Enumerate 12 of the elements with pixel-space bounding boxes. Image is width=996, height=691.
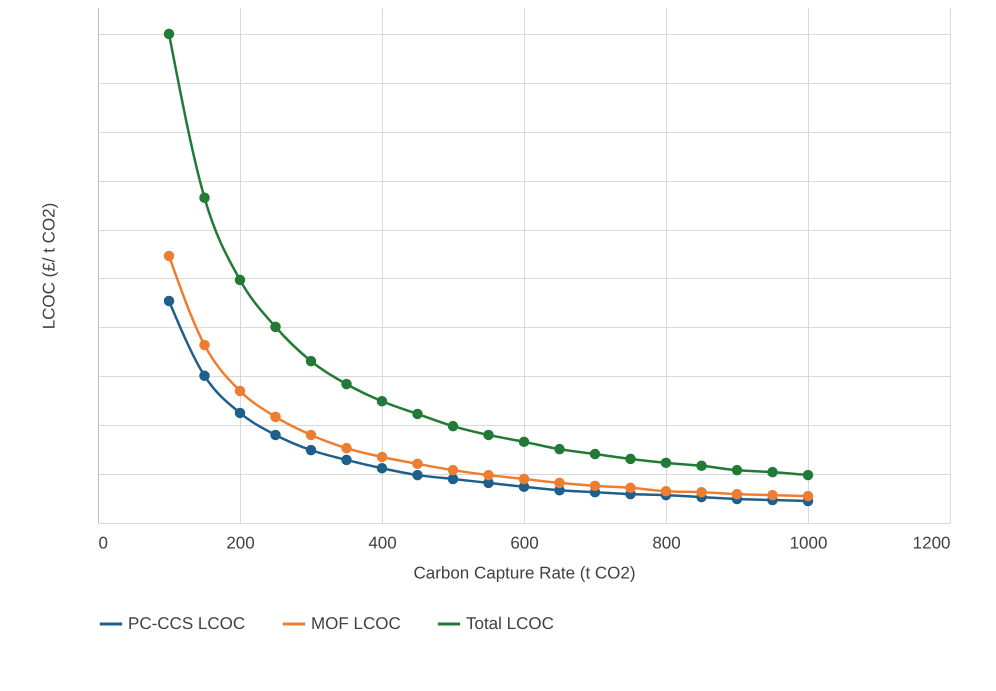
x-tick-label: 200 [226, 534, 255, 552]
x-tick-label: 0 [98, 534, 108, 552]
x-tick-label: 800 [652, 534, 681, 552]
x-tick-label: 600 [510, 534, 539, 552]
x-tick-label: 1200 [912, 534, 950, 552]
x-axis-title: Carbon Capture Rate (t CO2) [413, 564, 636, 582]
legend-label: MOF LCOC [311, 614, 401, 633]
legend-label: PC-CCS LCOC [128, 614, 246, 633]
x-tick-label: 1000 [790, 534, 828, 552]
x-tick-label: 400 [368, 534, 397, 552]
legend-label: Total LCOC [466, 614, 554, 633]
y-axis-title: LCOC (£/ t CO2) [40, 202, 58, 330]
